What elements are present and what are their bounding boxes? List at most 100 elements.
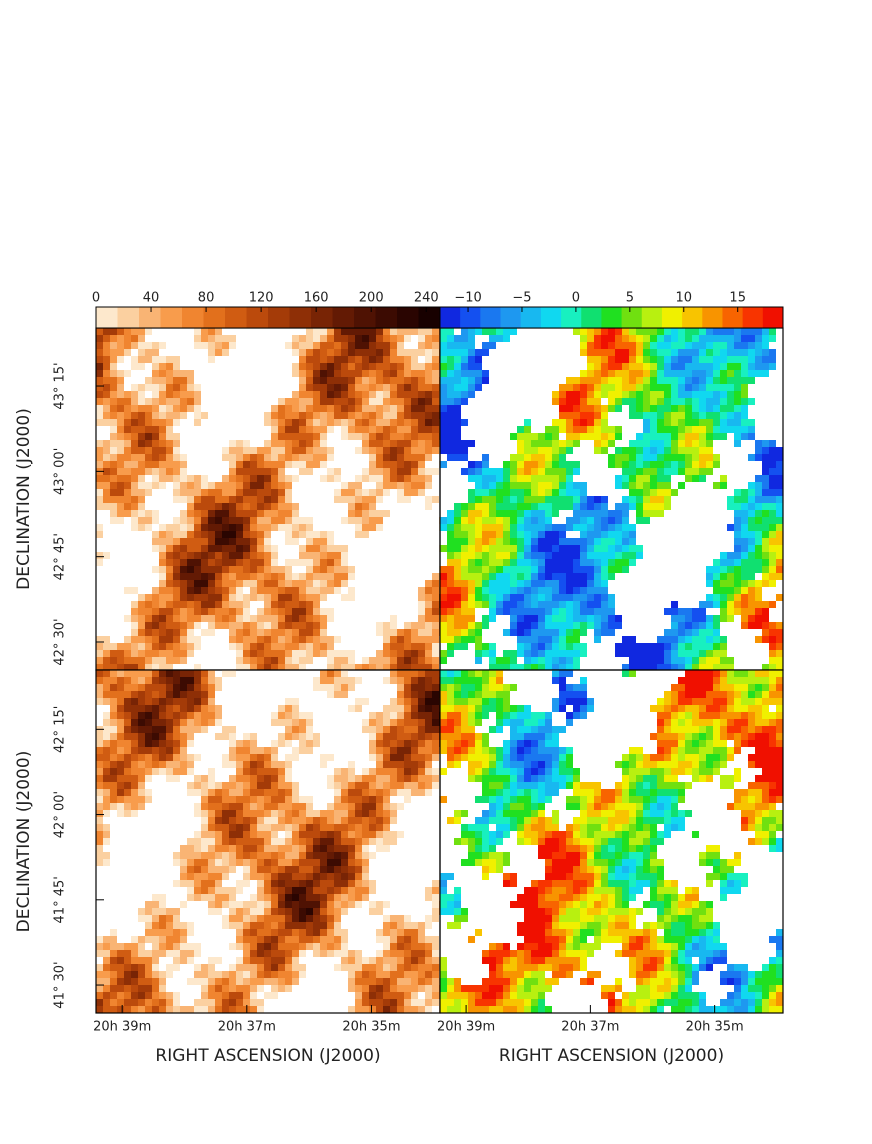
map-pixel xyxy=(299,608,306,615)
map-pixel xyxy=(348,349,355,356)
map-pixel xyxy=(201,985,208,992)
map-pixel xyxy=(250,782,257,789)
map-pixel xyxy=(215,677,222,684)
map-pixel xyxy=(369,999,376,1006)
map-pixel xyxy=(320,538,327,545)
map-pixel xyxy=(517,517,524,524)
map-pixel xyxy=(418,405,425,412)
map-pixel xyxy=(341,650,348,657)
map-pixel xyxy=(194,643,201,650)
map-pixel xyxy=(432,684,439,691)
map-pixel xyxy=(292,622,299,629)
map-pixel xyxy=(755,580,762,587)
map-pixel xyxy=(194,538,201,545)
map-pixel xyxy=(678,356,685,363)
map-pixel xyxy=(334,559,341,566)
map-pixel xyxy=(376,426,383,433)
map-pixel xyxy=(131,608,138,615)
map-pixel xyxy=(131,412,138,419)
map-pixel xyxy=(194,398,201,405)
map-pixel xyxy=(601,426,608,433)
map-pixel xyxy=(341,405,348,412)
map-pixel xyxy=(622,510,629,517)
map-pixel xyxy=(517,580,524,587)
map-pixel xyxy=(664,664,671,670)
map-pixel xyxy=(390,657,397,664)
map-pixel xyxy=(418,636,425,643)
map-pixel xyxy=(362,517,369,524)
map-pixel xyxy=(166,587,173,594)
map-pixel xyxy=(180,740,187,747)
map-pixel xyxy=(440,587,447,594)
map-pixel xyxy=(222,601,229,608)
map-pixel xyxy=(131,964,138,971)
map-pixel xyxy=(594,594,601,601)
map-pixel xyxy=(201,684,208,691)
map-pixel xyxy=(615,370,622,377)
map-pixel xyxy=(524,566,531,573)
map-pixel xyxy=(327,636,334,643)
map-pixel xyxy=(468,510,475,517)
map-pixel xyxy=(524,657,531,664)
map-pixel xyxy=(334,838,341,845)
map-pixel xyxy=(762,517,769,524)
map-pixel xyxy=(636,664,643,670)
map-pixel xyxy=(208,894,215,901)
map-pixel xyxy=(685,608,692,615)
map-pixel xyxy=(432,405,439,412)
map-pixel xyxy=(369,454,376,461)
map-pixel xyxy=(713,461,720,468)
map-pixel xyxy=(776,496,783,503)
map-pixel xyxy=(411,677,418,684)
map-pixel xyxy=(327,873,334,880)
map-pixel xyxy=(117,461,124,468)
map-pixel xyxy=(131,719,138,726)
map-pixel xyxy=(138,328,145,335)
map-pixel xyxy=(194,489,201,496)
map-pixel xyxy=(152,915,159,922)
map-pixel xyxy=(285,950,292,957)
map-pixel xyxy=(103,454,110,461)
map-pixel xyxy=(180,370,187,377)
map-pixel xyxy=(531,489,538,496)
map-pixel xyxy=(552,482,559,489)
map-pixel xyxy=(503,608,510,615)
map-pixel xyxy=(173,915,180,922)
map-pixel xyxy=(299,391,306,398)
map-pixel xyxy=(503,524,510,531)
map-pixel xyxy=(496,664,503,670)
map-pixel xyxy=(257,1006,264,1013)
map-pixel xyxy=(222,510,229,517)
map-pixel xyxy=(341,657,348,664)
map-pixel xyxy=(720,475,727,482)
map-pixel xyxy=(594,629,601,636)
map-pixel xyxy=(657,342,664,349)
map-pixel xyxy=(271,803,278,810)
map-pixel xyxy=(117,433,124,440)
map-pixel xyxy=(734,573,741,580)
map-pixel xyxy=(299,740,306,747)
map-pixel xyxy=(271,482,278,489)
map-pixel xyxy=(180,845,187,852)
map-pixel xyxy=(285,964,292,971)
map-pixel xyxy=(432,335,439,342)
map-pixel xyxy=(264,796,271,803)
map-pixel xyxy=(292,594,299,601)
map-pixel xyxy=(559,398,566,405)
map-pixel xyxy=(299,747,306,754)
map-pixel xyxy=(159,615,166,622)
map-pixel xyxy=(243,922,250,929)
map-pixel xyxy=(425,342,432,349)
map-pixel xyxy=(264,636,271,643)
map-pixel xyxy=(594,496,601,503)
map-pixel xyxy=(327,545,334,552)
map-pixel xyxy=(138,594,145,601)
map-pixel xyxy=(531,454,538,461)
map-pixel xyxy=(447,677,454,684)
map-pixel xyxy=(334,664,341,670)
map-pixel xyxy=(755,335,762,342)
map-pixel xyxy=(159,622,166,629)
map-pixel xyxy=(173,684,180,691)
map-pixel xyxy=(769,580,776,587)
map-pixel xyxy=(538,601,545,608)
